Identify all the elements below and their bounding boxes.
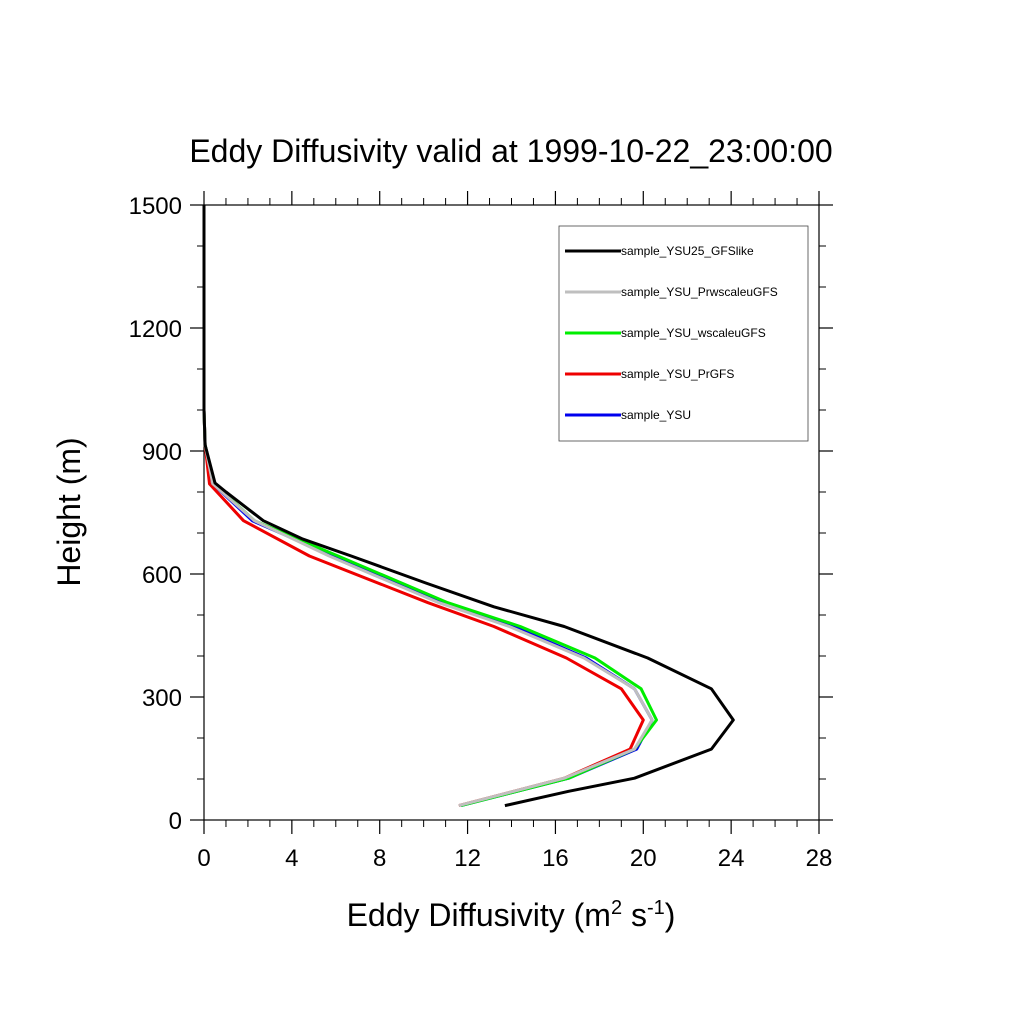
x-tick-label: 24 <box>718 845 745 872</box>
x-axis-title-end: ) <box>665 897 676 933</box>
y-tick-label: 600 <box>142 562 182 589</box>
x-tick-label: 16 <box>542 845 569 872</box>
x-tick-label: 12 <box>454 845 481 872</box>
x-axis-title-sup1: 2 <box>611 897 622 919</box>
series-lines <box>202 205 735 808</box>
y-tick-label: 900 <box>142 439 182 466</box>
tick-labels: 0 4 8 12 16 20 24 28 0 300 600 900 1200 1500 <box>129 193 833 872</box>
plot-area: 0 4 8 12 16 20 24 28 0 300 600 900 1200 1500 <box>129 191 833 872</box>
legend: sample_YSU25_GFSlike sample_YSU_Prwscaleu… <box>558 225 809 442</box>
series-line-sample_YSU25_GFSlike <box>202 205 735 808</box>
legend-label: sample_YSU_wscaleuGFS <box>621 326 766 340</box>
x-axis-title-base: Eddy Diffusivity (m <box>347 897 611 933</box>
x-tick-label: 0 <box>197 845 210 872</box>
y-tick-label: 1500 <box>129 193 182 220</box>
legend-label: sample_YSU <box>621 408 691 422</box>
y-axis-title: Height (m) <box>51 437 87 586</box>
legend-label: sample_YSU_PrGFS <box>621 367 734 381</box>
legend-label: sample_YSU_PrwscaleuGFS <box>621 285 778 299</box>
x-tick-label: 8 <box>373 845 386 872</box>
x-tick-label: 28 <box>806 845 833 872</box>
x-axis-title: Eddy Diffusivity (m2 s-1) <box>347 897 676 933</box>
y-tick-label: 300 <box>142 685 182 712</box>
y-tick-label: 1200 <box>129 316 182 343</box>
y-tick-label: 0 <box>169 808 182 835</box>
x-axis-title-sup2: -1 <box>647 897 665 919</box>
x-tick-label: 20 <box>630 845 657 872</box>
legend-label: sample_YSU25_GFSlike <box>621 244 754 258</box>
chart-title: Eddy Diffusivity valid at 1999-10-22_23:… <box>189 133 832 169</box>
x-tick-label: 4 <box>285 845 298 872</box>
x-axis-title-mid: s <box>622 897 647 933</box>
